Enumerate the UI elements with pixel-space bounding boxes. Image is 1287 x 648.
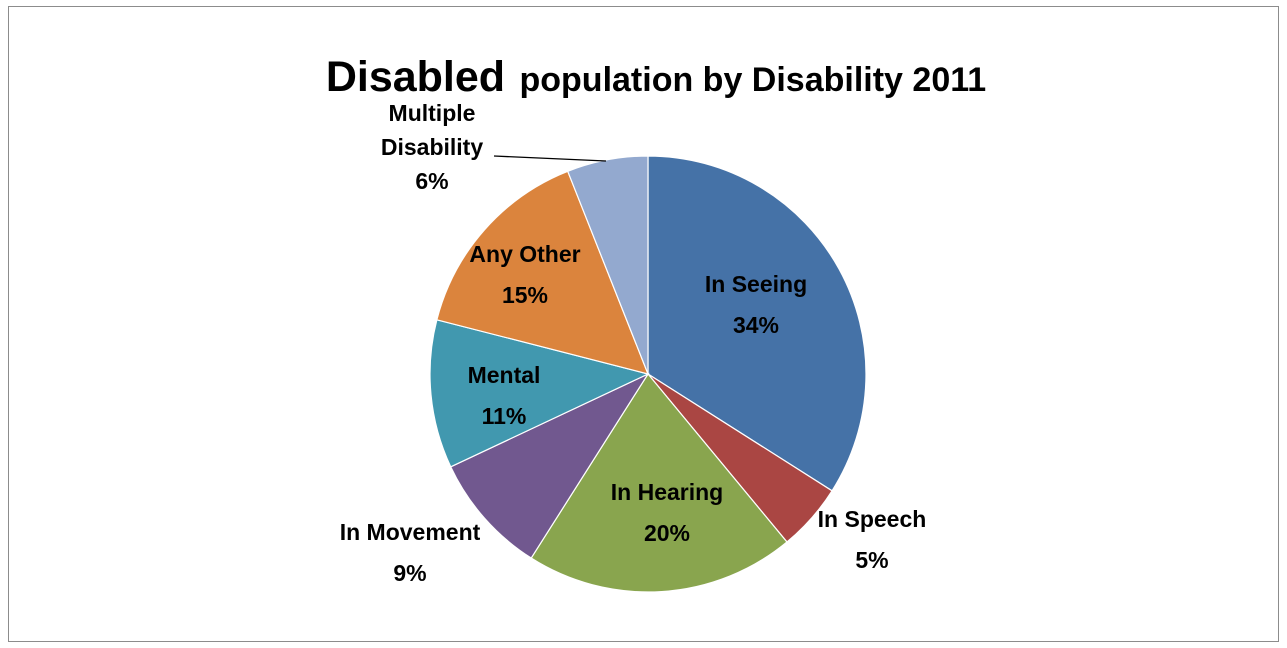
slice-label-multiple-disability: Multiple Disability 6% (381, 100, 483, 194)
slice-category: Disability (381, 134, 483, 160)
slice-percent: 11% (482, 403, 527, 429)
slice-label-in-hearing: In Hearing 20% (611, 479, 723, 546)
slice-category: In Hearing (611, 479, 723, 505)
slice-category: Any Other (469, 241, 580, 267)
leader-line-multiple-disability (493, 155, 607, 162)
slice-labels: In Seeing 34% In Speech 5% In Hearing 20% In M… (340, 100, 927, 586)
chart-title: Disabled population by Disability 2011 (326, 53, 986, 101)
slice-label-in-movement: In Movement 9% (340, 519, 481, 586)
slice-percent: 15% (502, 282, 548, 308)
slice-label-in-speech: In Speech 5% (818, 506, 927, 573)
pie-slice-multiple-disability (566, 155, 649, 375)
pie-slice-in-movement (449, 372, 650, 559)
pie-slice-mental (429, 319, 650, 468)
pie-slice-in-seeing (647, 155, 867, 492)
pie-slice-any-other (436, 170, 649, 375)
slice-category: Multiple (389, 100, 476, 126)
slice-category: In Seeing (705, 271, 807, 297)
slice-percent: 34% (733, 312, 779, 338)
slice-percent: 6% (415, 168, 448, 194)
pie-slices (429, 155, 867, 593)
slice-category: In Speech (818, 506, 927, 532)
chart-title-main: Disabled (326, 53, 505, 101)
slice-category: Mental (468, 362, 541, 388)
slice-percent: 5% (855, 547, 888, 573)
slice-percent: 9% (393, 560, 426, 586)
pie-slice-in-hearing (530, 372, 788, 593)
slice-label-mental: Mental 11% (468, 362, 541, 429)
slice-percent: 20% (644, 520, 690, 546)
slice-category: In Movement (340, 519, 481, 545)
slice-label-in-seeing: In Seeing 34% (705, 271, 807, 338)
slice-label-any-other: Any Other 15% (469, 241, 580, 308)
chart-title-rest: population by Disability 2011 (520, 61, 987, 99)
